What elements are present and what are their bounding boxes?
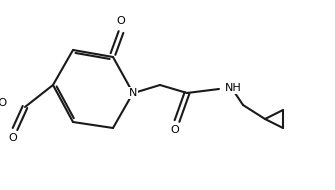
Text: O: O <box>117 16 125 26</box>
Text: N: N <box>129 88 137 98</box>
Text: HO: HO <box>0 98 8 108</box>
Text: NH: NH <box>225 83 242 93</box>
Text: O: O <box>171 125 179 135</box>
Text: O: O <box>9 133 17 143</box>
